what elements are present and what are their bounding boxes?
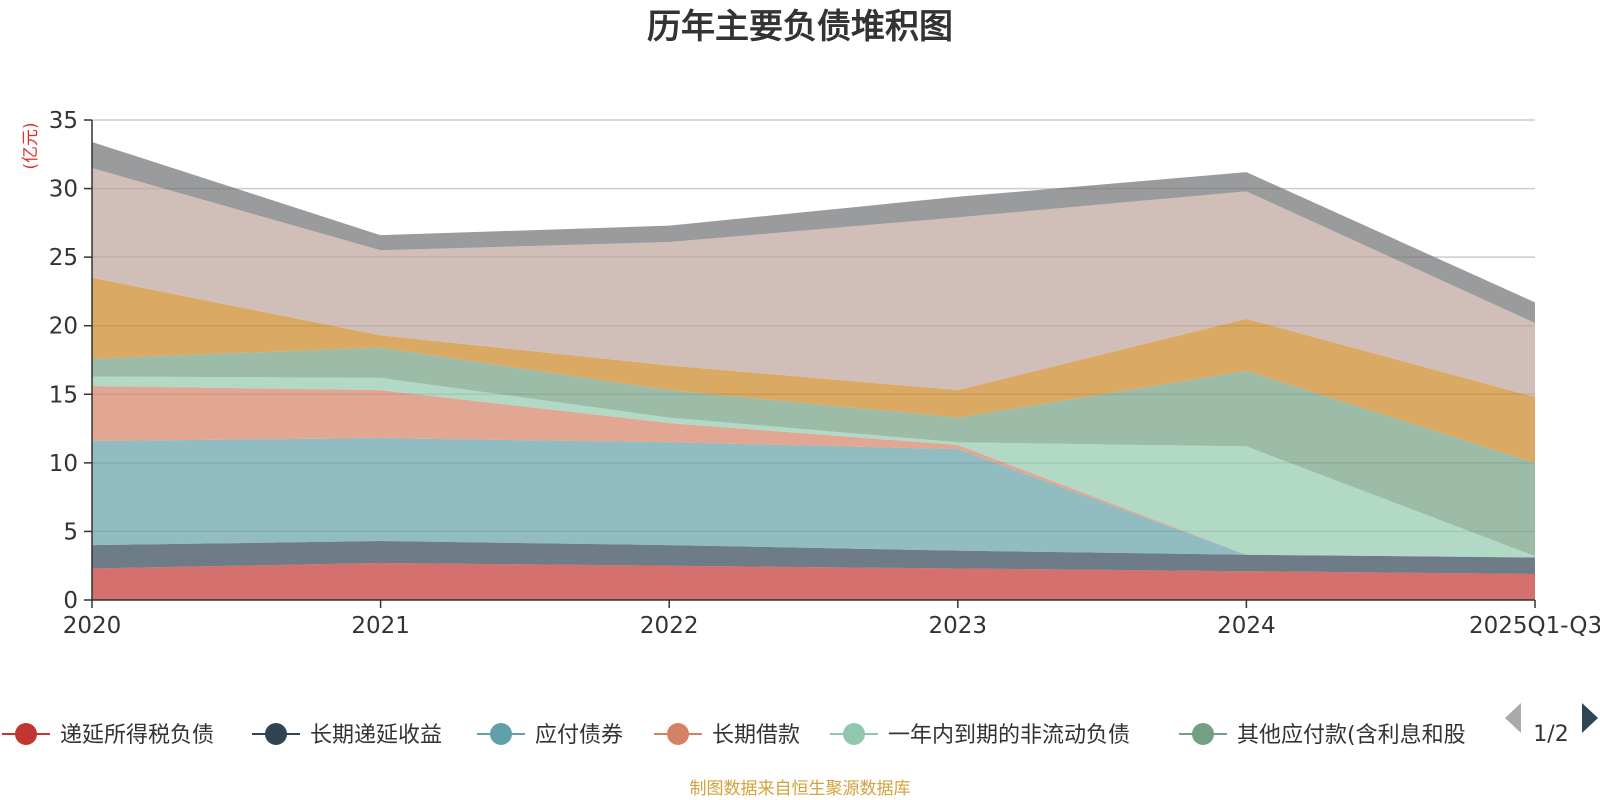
circle-line-marker (667, 723, 689, 745)
axes: 0 5 10 15 20 25 30 35 2020 2021 2022 2023 2024 2025Q1… (49, 108, 1600, 639)
x-tick-label: 2020 (63, 613, 122, 639)
legend-label: 其他应付款(含利息和股 (1237, 723, 1466, 748)
legend-label: 一年内到期的非流动负债 (888, 723, 1130, 748)
legend-item[interactable]: 应付债券 (477, 723, 623, 748)
y-axis-unit-label: (亿元) (21, 122, 41, 169)
y-tick-label: 25 (49, 245, 78, 271)
y-tick-label: 0 (63, 588, 78, 614)
x-tick-label: 2022 (640, 613, 699, 639)
y-tick-label: 35 (49, 108, 78, 134)
y-tick-label: 10 (49, 451, 78, 477)
area-应付债券 (92, 438, 1535, 558)
circle-line-marker (490, 723, 512, 745)
y-tick-label: 15 (49, 382, 78, 408)
circle-line-marker (843, 723, 865, 745)
area-series-9 (92, 141, 1535, 323)
area-一年内到期的非流动负债 (92, 376, 1535, 558)
area-长期递延收益 (92, 541, 1535, 574)
area-递延所得税负债 (92, 562, 1535, 600)
circle-line-marker (1192, 723, 1214, 745)
legend-item[interactable]: 长期递延收益 (252, 723, 442, 748)
circle-line-marker (265, 723, 287, 745)
area-series-8 (92, 168, 1535, 398)
legend-item[interactable]: 其他应付款(含利息和股 (1179, 723, 1466, 748)
x-tick-label: 2023 (929, 613, 988, 639)
area-series (92, 141, 1535, 600)
triangle-right-icon[interactable] (1582, 703, 1598, 733)
y-tick-label: 20 (49, 314, 78, 340)
area-series-7 (92, 277, 1535, 463)
legend-label: 长期递延收益 (310, 723, 442, 748)
legend-pager: 1/2 (1505, 703, 1598, 747)
area-其他应付款(含利息和股 (92, 347, 1535, 557)
legend-item[interactable]: 一年内到期的非流动负债 (830, 723, 1130, 748)
legend-item[interactable]: 递延所得税负债 (2, 723, 214, 748)
x-tick-label: 2021 (351, 613, 410, 639)
chart-title: 历年主要负债堆积图 (647, 7, 953, 47)
triangle-left-icon[interactable] (1505, 703, 1521, 733)
source-note: 制图数据来自恒生聚源数据库 (690, 779, 911, 799)
area-长期借款 (92, 386, 1535, 558)
x-tick-label: 2025Q1-Q3 (1469, 613, 1600, 639)
legend-label: 长期借款 (712, 723, 800, 748)
legend-label: 应付债券 (535, 723, 623, 748)
x-tick-label: 2024 (1217, 613, 1276, 639)
legend-page-indicator: 1/2 (1533, 722, 1568, 747)
y-tick-label: 5 (63, 519, 78, 545)
legend-label: 递延所得税负债 (60, 723, 214, 748)
legend: 递延所得税负债 长期递延收益 应付债券 长期借款 一年内到期的非流动负债 其他应付款(含利… (2, 723, 1466, 748)
y-tick-label: 30 (49, 177, 78, 203)
circle-line-marker (15, 723, 37, 745)
legend-item[interactable]: 长期借款 (654, 723, 800, 748)
